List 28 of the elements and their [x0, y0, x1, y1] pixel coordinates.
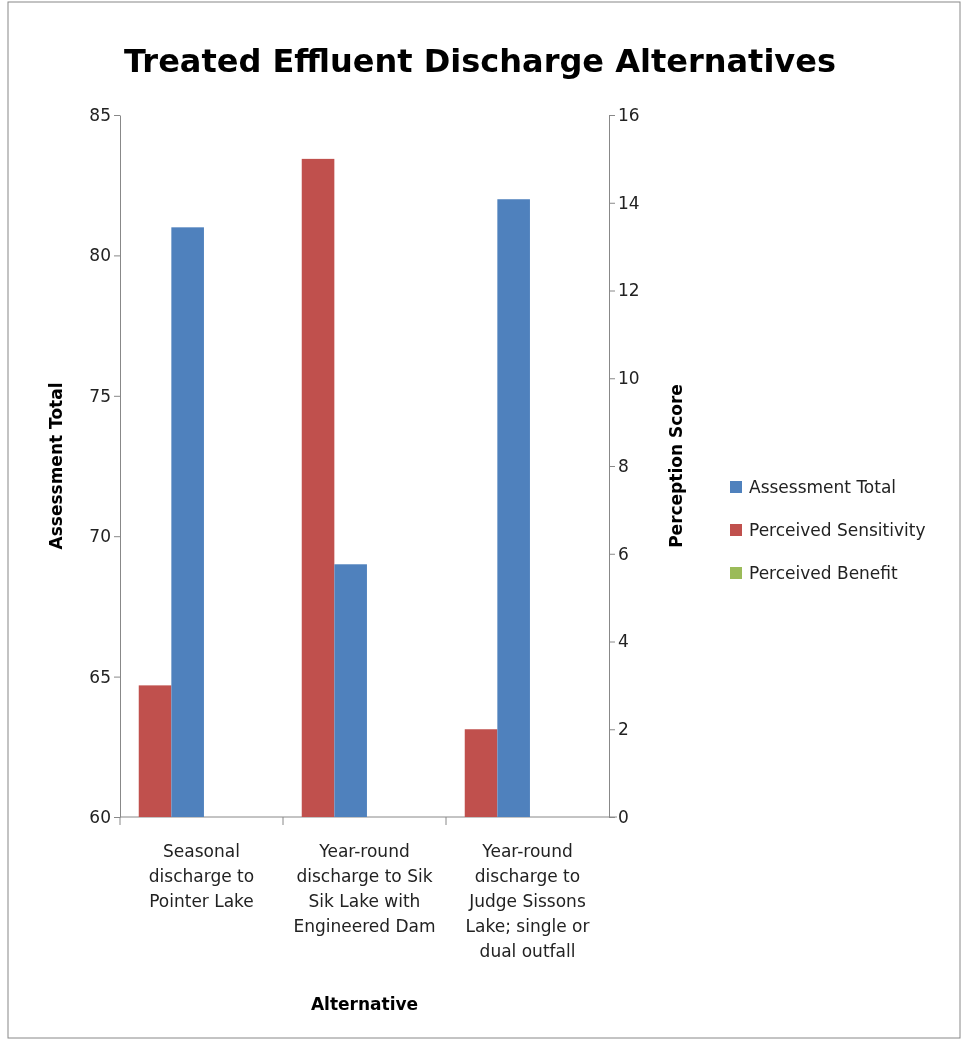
bar: [301, 158, 335, 817]
y2-tick-label: 4: [618, 631, 629, 652]
y2-tick-label: 16: [618, 104, 640, 125]
legend-label: Assessment Total: [749, 477, 897, 497]
y-tick-label: 80: [89, 245, 111, 266]
y2-tick-label: 0: [618, 806, 629, 827]
x-axis-title: Alternative: [310, 994, 419, 1014]
y2-axis-title: Perception Score: [666, 384, 686, 548]
legend-label: Perceived Benefit: [749, 563, 899, 583]
y-tick-label: 85: [89, 104, 111, 125]
y-tick-label: 75: [89, 385, 111, 406]
x-tick-label: Year-round discharge to Sik Sik Lake with Engineered Dam: [293, 841, 436, 936]
x-tick-label: Year-round discharge to Judge Sissons Lake; single or dual outfall: [465, 841, 590, 961]
y2-tick-label: 12: [618, 280, 640, 301]
y2-tick-label: 8: [618, 455, 629, 476]
bar: [138, 685, 172, 817]
y-tick-label: 70: [89, 526, 111, 547]
y2-tick-label: 6: [618, 543, 629, 564]
legend-label: Perceived Sensitivity: [749, 520, 926, 540]
y-axis-title: Assessment Total: [46, 382, 66, 550]
y-tick-label: 60: [89, 806, 111, 827]
x-tick-label: Seasonal discharge to Pointer Lake: [148, 841, 255, 911]
y2-tick-label: 14: [618, 192, 640, 213]
y-tick-label: 65: [89, 666, 111, 687]
chart-title: Treated Effluent Discharge Alternatives: [124, 42, 836, 80]
y2-tick-label: 2: [618, 719, 629, 740]
y2-tick-label: 10: [618, 368, 640, 389]
bar: [464, 729, 498, 817]
